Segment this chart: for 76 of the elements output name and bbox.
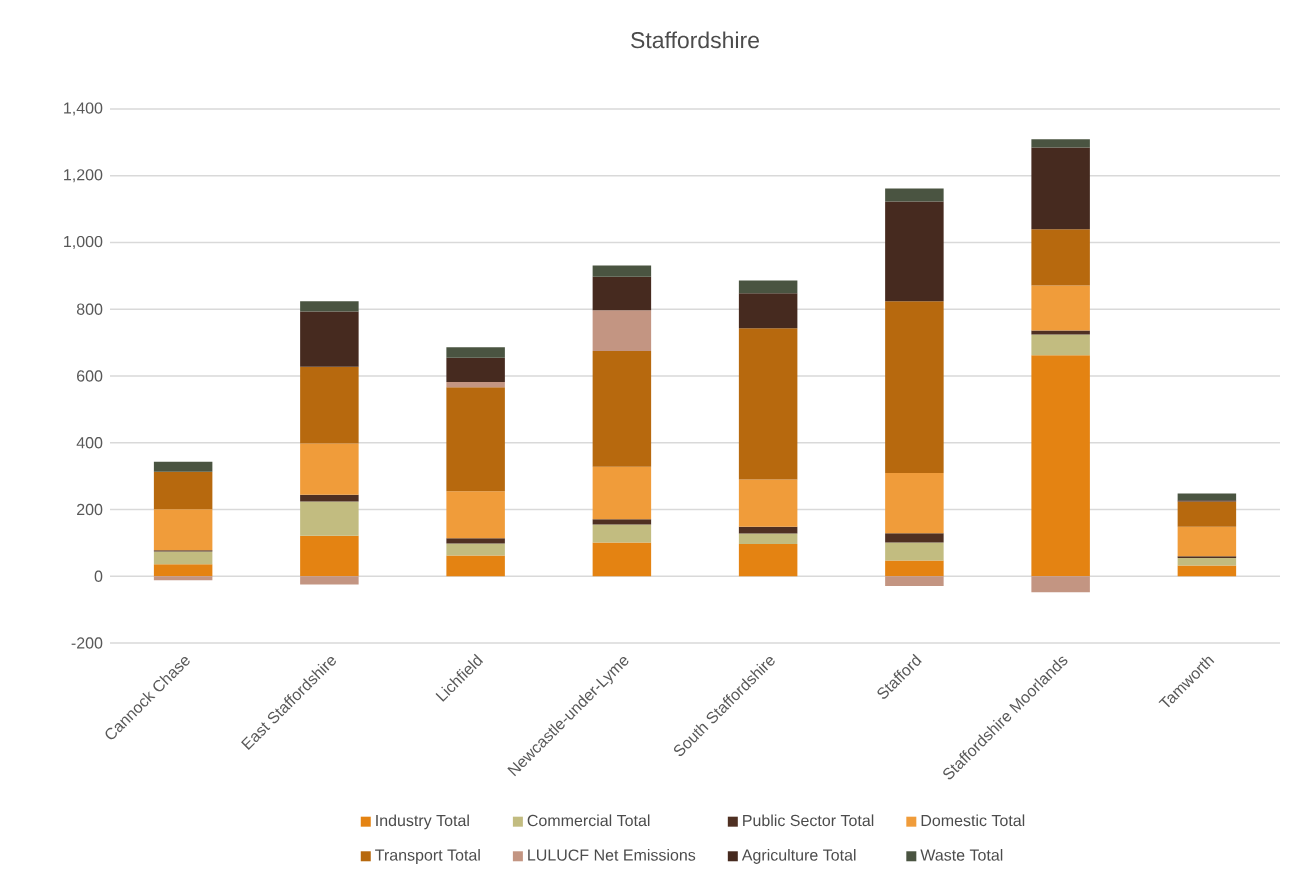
y-tick-label: 1,200: [64, 169, 103, 183]
bar: [885, 188, 944, 202]
chart-title: Staffordshire: [631, 31, 759, 49]
bar: [300, 576, 359, 585]
bar: [300, 366, 359, 444]
bar: [592, 466, 652, 520]
bar: [885, 301, 944, 474]
bar: [592, 542, 652, 577]
bar: [738, 293, 798, 329]
y-tick-label: 400: [76, 437, 103, 449]
bar: [885, 576, 944, 586]
bar: [1031, 139, 1090, 148]
legend-label: Transport Total: [375, 848, 480, 864]
bar: [738, 479, 798, 527]
bar: [738, 280, 798, 294]
bar: [300, 301, 359, 312]
y-tick-label: 1,400: [64, 102, 103, 116]
bar: [885, 201, 944, 302]
y-tick-label: 600: [77, 370, 103, 382]
bar: [738, 526, 798, 534]
bar: [300, 535, 359, 577]
bar: [153, 461, 213, 472]
bar: [1031, 334, 1090, 356]
bar: [1031, 576, 1090, 593]
bar: [592, 524, 652, 543]
legend-label: Domestic Total: [921, 814, 1025, 827]
bar: [885, 542, 944, 561]
bar: [1031, 229, 1090, 286]
bar: [300, 311, 359, 367]
bar: [446, 387, 505, 492]
legend-label: LULUCF Net Emissions: [528, 848, 696, 861]
bar: [153, 564, 213, 577]
legend-label: Waste Total: [920, 848, 1003, 861]
bar: [885, 473, 944, 534]
y-tick-label: -200: [71, 637, 103, 649]
y-tick-label: 800: [76, 303, 103, 315]
bar: [592, 265, 652, 277]
bar: [1177, 526, 1237, 557]
bar: [592, 350, 652, 467]
legend-label: Public Sector Total: [743, 814, 874, 827]
bar: [300, 443, 359, 495]
bar: [1177, 557, 1237, 566]
bar: [446, 347, 505, 358]
bar: [1031, 147, 1090, 230]
bar: [153, 576, 213, 581]
bar: [592, 276, 652, 311]
legend-label: Industry Total: [376, 814, 469, 830]
bar: [446, 491, 505, 539]
bar: [1177, 493, 1237, 501]
bar: [738, 328, 798, 480]
bar: [446, 543, 505, 556]
bar: [738, 533, 798, 544]
bar: [446, 538, 505, 544]
bar: [446, 555, 505, 577]
bar: [1177, 565, 1237, 577]
bar: [153, 471, 213, 510]
bar: [153, 551, 213, 565]
legend-label: Agriculture Total: [741, 848, 856, 864]
y-tick-label: 0: [94, 570, 103, 582]
y-tick-label: 1,000: [64, 235, 103, 250]
bar: [1177, 501, 1237, 527]
bar: [300, 501, 359, 536]
legend-label: Commercial Total: [527, 814, 650, 827]
bar: [885, 533, 944, 543]
bar: [1031, 285, 1090, 331]
bar: [446, 357, 505, 383]
bar: [446, 382, 505, 388]
bar: [153, 509, 213, 551]
bar: [1031, 330, 1090, 335]
bar: [592, 519, 652, 525]
bar: [885, 560, 944, 577]
bar: [300, 494, 359, 502]
bar: [1031, 355, 1090, 577]
bar: [738, 543, 798, 577]
bar: [592, 310, 652, 351]
y-tick-label: 200: [77, 503, 103, 516]
